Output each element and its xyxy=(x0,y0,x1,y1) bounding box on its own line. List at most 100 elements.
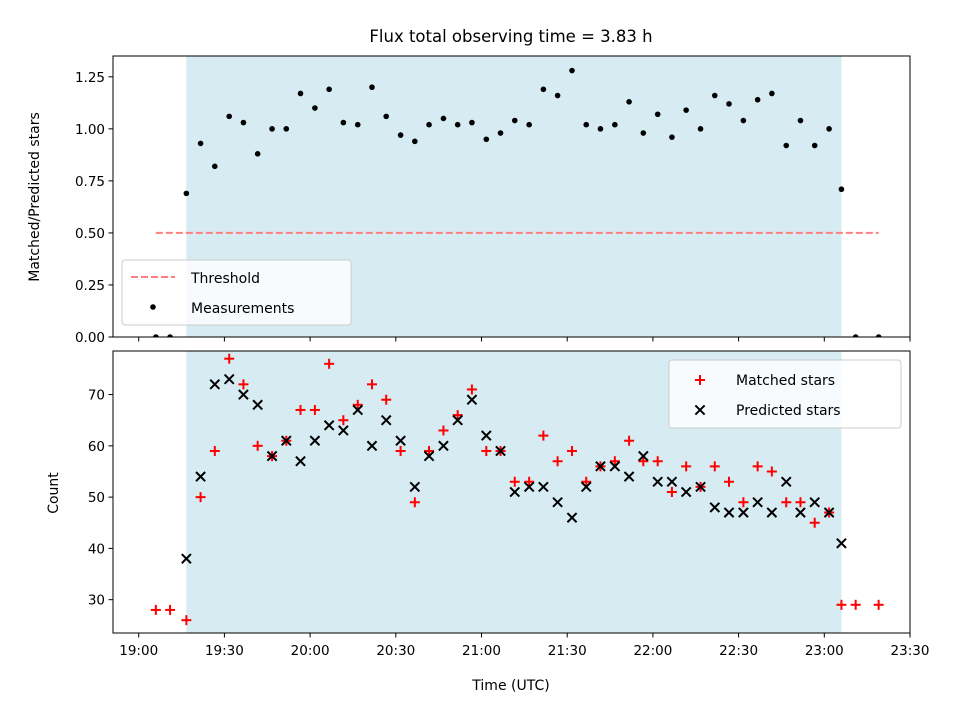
measurement-point xyxy=(183,190,190,197)
matched-star-point xyxy=(524,476,535,487)
predicted-star-point xyxy=(680,486,692,498)
measurement-point xyxy=(340,119,347,126)
matched-star-point xyxy=(836,599,847,610)
matched-star-point xyxy=(481,445,492,456)
legend-threshold-label: Threshold xyxy=(190,271,260,287)
measurement-point xyxy=(469,119,475,126)
predicted-star-point xyxy=(238,389,249,400)
measurement-point xyxy=(153,334,159,337)
measurement-point xyxy=(312,105,318,111)
matched-star-point xyxy=(424,445,435,456)
measurement-point xyxy=(797,117,804,124)
measurement-point xyxy=(769,90,775,97)
measurement-point xyxy=(167,334,173,337)
y-tick-label: 50 xyxy=(88,490,105,506)
predicted-star-point xyxy=(438,440,449,452)
measurement-point xyxy=(226,113,233,120)
legend-matched-label: Matched stars xyxy=(736,373,835,389)
measurement-point xyxy=(811,142,818,149)
predicted-star-point xyxy=(423,450,435,462)
y-tick-label: 0.75 xyxy=(75,174,105,190)
predicted-star-point xyxy=(209,379,221,390)
predicted-star-point xyxy=(552,496,563,508)
matched-star-point xyxy=(295,404,306,415)
legend-box xyxy=(121,259,352,326)
measurement-point xyxy=(297,90,304,97)
measurement-point xyxy=(554,92,561,99)
matched-star-point xyxy=(873,599,884,610)
measurement-point xyxy=(669,134,675,140)
y-tick-label: 0.00 xyxy=(75,330,105,346)
predicted-star-point xyxy=(380,414,392,426)
measurement-point xyxy=(838,186,845,193)
x-tick-label: 23:00 xyxy=(805,643,844,659)
top-y-axis-label: Matched/Predicted stars xyxy=(27,112,43,282)
predicted-star-point xyxy=(509,486,521,498)
predicted-star-point xyxy=(836,537,847,549)
measurement-point xyxy=(197,140,204,147)
measurement-point xyxy=(875,334,882,337)
predicted-star-point xyxy=(823,507,835,518)
measurement-point xyxy=(740,117,747,124)
measurement-point xyxy=(754,96,761,103)
x-tick-label: 23:30 xyxy=(891,643,930,659)
predicted-star-point xyxy=(580,481,592,493)
predicted-star-point xyxy=(195,471,206,482)
predicted-star-point xyxy=(352,404,364,416)
predicted-star-point xyxy=(795,507,806,518)
measurement-point xyxy=(697,126,704,132)
matched-star-point xyxy=(466,384,477,395)
matched-star-point xyxy=(781,497,792,508)
x-tick-label: 19:30 xyxy=(205,643,244,659)
matched-star-point xyxy=(209,445,220,456)
predicted-star-point xyxy=(466,394,478,406)
measurement-point xyxy=(426,121,432,128)
measurement-point xyxy=(569,67,575,74)
matched-star-point xyxy=(338,415,349,426)
measurement-point xyxy=(369,84,375,91)
matched-star-point xyxy=(752,461,763,472)
bottom-panel: 30 40 50 60 70 19:00 19:30 20:00 20:30 21:00 21:30… xyxy=(88,350,930,659)
axes-frame xyxy=(112,55,911,338)
predicted-star-point xyxy=(652,476,664,488)
measurement-point xyxy=(852,334,859,337)
x-tick-label: 20:00 xyxy=(291,643,330,659)
matched-star-point xyxy=(181,615,192,626)
predicted-star-point xyxy=(695,481,706,493)
measurement-point xyxy=(383,113,390,120)
predicted-star-point xyxy=(480,430,492,441)
matched-star-point xyxy=(252,440,263,451)
measurement-point xyxy=(511,117,518,124)
y-tick-label: 1.25 xyxy=(75,70,105,86)
y-tick-label: 30 xyxy=(88,593,105,609)
measurement-point xyxy=(726,101,732,107)
measurement-point xyxy=(612,121,618,128)
measurement-point xyxy=(711,92,718,99)
measurement-point xyxy=(540,86,547,93)
matched-star-point xyxy=(724,476,735,487)
matched-star-point xyxy=(509,476,520,487)
predicted-star-point xyxy=(495,445,506,457)
predicted-star-point xyxy=(752,496,763,508)
measurement-point xyxy=(412,138,418,145)
predicted-star-point xyxy=(709,502,721,513)
predicted-star-point xyxy=(452,414,463,426)
predicted-star-point xyxy=(538,481,549,493)
predicted-star-point xyxy=(366,440,378,452)
predicted-star-point xyxy=(809,496,821,508)
matched-star-point xyxy=(666,487,677,497)
matched-star-point xyxy=(438,425,449,436)
matched-star-point xyxy=(709,461,720,472)
legend-measurement-swatch xyxy=(150,304,156,310)
y-tick-label: 40 xyxy=(88,541,105,557)
predicted-star-point xyxy=(323,420,335,431)
matched-star-point xyxy=(324,358,335,369)
legend-predicted-label: Predicted stars xyxy=(736,403,841,419)
matched-star-point xyxy=(150,604,161,615)
matched-star-point xyxy=(452,410,463,421)
measurement-point xyxy=(254,151,261,157)
x-tick-label: 21:30 xyxy=(548,643,587,659)
matched-star-point xyxy=(609,456,620,467)
x-tick-label: 19:00 xyxy=(119,643,158,659)
predicted-star-point xyxy=(280,435,292,447)
